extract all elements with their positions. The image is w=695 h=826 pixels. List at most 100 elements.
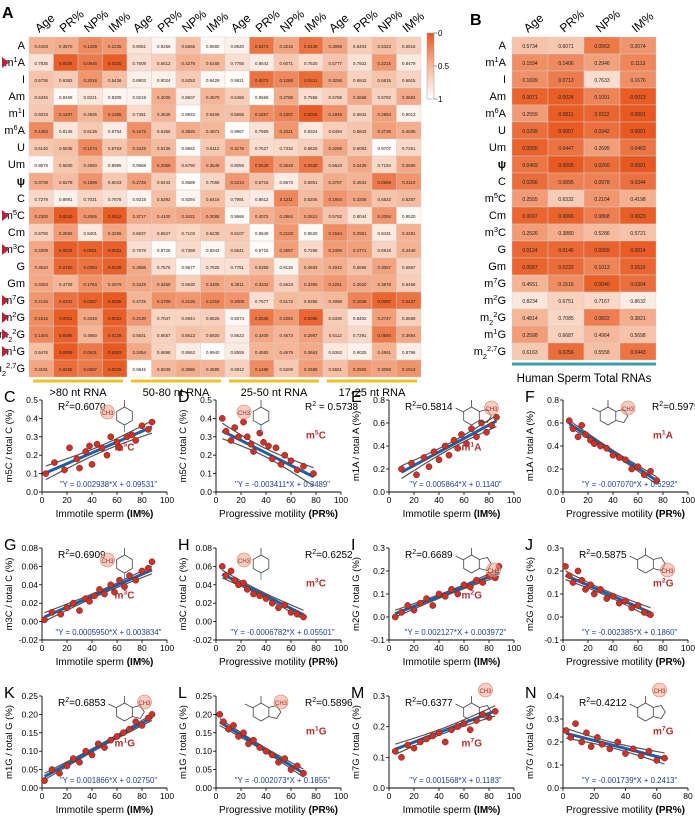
heat-cell-value: 0.8221 [84, 95, 98, 100]
x-tick-label: 60 [112, 495, 122, 505]
heat-cell-value: 0.0211 [304, 78, 318, 83]
heat-cell-value: 0.0005 [558, 163, 574, 169]
heat-cell-value: 0.6494 [329, 129, 343, 134]
heat-cell-value: 0.4035 [402, 129, 416, 134]
data-point [275, 758, 282, 766]
x-tick-label: 40 [608, 495, 618, 505]
methyl-highlight-icon [100, 552, 115, 568]
heat-cell-value: 0.0299 [522, 129, 538, 135]
footer-label: Human Sperm Total RNAs [517, 373, 652, 385]
fit-line [565, 731, 665, 760]
heat-cell-value: 0.3820 [182, 129, 196, 134]
x-axis-label: Immotile sperm (IM%) [56, 805, 154, 816]
y-axis-label: m2G / total G (%) [351, 557, 362, 631]
scatter-panel-h: H 0 20 40 60 80 100 -0.02 0.00 0.02 0.04 0.06 0.08 m3… [178, 537, 353, 668]
data-point [277, 461, 285, 468]
y-tick-label: 0.0 [373, 487, 385, 497]
col-header: NP% [375, 7, 405, 36]
heat-cell-value: 0.2747 [378, 316, 392, 321]
data-point [138, 722, 146, 729]
heat-cell-value: 0.4582 [255, 350, 269, 355]
nucleobase-structure-icon: CH3 [629, 682, 667, 722]
heat-cell-value: 0.0055 [522, 146, 538, 152]
data-point [222, 427, 230, 435]
y-tick-label: 0.00 [21, 783, 38, 793]
data-point [483, 428, 490, 436]
heat-cell-value: 0.1516 [558, 282, 574, 288]
heat-cell-value: 0.2146 [35, 299, 49, 304]
row-label: G [497, 244, 506, 256]
data-point [413, 471, 420, 479]
heat-cell-value: 0.0013 [630, 95, 646, 101]
heat-cell-value: 0.3886 [182, 367, 196, 372]
data-point [240, 579, 247, 587]
r2-label: R2=0.6689 [405, 549, 453, 561]
data-point [594, 734, 601, 741]
heat-cell-value: 0.6404 [353, 44, 367, 49]
y-axis-label: m3C / total C (%) [178, 558, 189, 631]
heat-cell-value: 0.2526 [522, 231, 538, 237]
heat-cell-value: 0.1049 [353, 299, 367, 304]
heat-cell-value: 0.7633 [594, 78, 610, 84]
x-axis-label: Progressive motility (PR%) [219, 805, 338, 816]
heat-cell-value: 0.3425 [133, 146, 147, 151]
heat-cell-value: 0.9662 [182, 146, 196, 151]
heat-cell-value: 0.8362 [329, 350, 343, 355]
heat-cell-value: 0.0098 [304, 316, 318, 321]
heat-cell-value: 0.3215 [280, 44, 294, 49]
data-point [587, 581, 594, 589]
data-point [622, 750, 629, 757]
heat-cell-value: 0.4570 [206, 95, 220, 100]
x-tick-label: 60 [112, 643, 122, 653]
heat-cell-value: 0.3821 [630, 316, 646, 322]
heat-cell-value: 0.7922 [353, 61, 367, 66]
modification-label: m1G [306, 726, 327, 738]
x-tick-label: 80 [137, 643, 147, 653]
y-axis-label: m5C / total C (%) [4, 410, 15, 483]
heat-cell-value: 0.3666 [353, 95, 367, 100]
col-header: IM% [302, 9, 330, 35]
x-tick-label: 20 [62, 495, 72, 505]
heat-cell-value: 0.2253 [280, 316, 294, 321]
heat-cell-value: 0.3206 [353, 197, 367, 202]
heat-cell-value: 0.6918 [378, 248, 392, 253]
methyl-highlight-icon [478, 682, 493, 698]
heat-cell-value: 0.9689 [182, 180, 196, 185]
x-tick-label: 80 [311, 495, 321, 505]
heat-cell-value: 0.9429 [206, 78, 220, 83]
r2-label: R2=0.6252 [305, 549, 353, 561]
data-point [423, 735, 430, 743]
x-tick-label: 20 [409, 643, 419, 653]
col-header: Age [32, 11, 58, 36]
ci-upper-line [221, 422, 314, 469]
data-point [243, 586, 251, 593]
nucleobase-structure-icon: CH3 [629, 548, 675, 578]
heat-cell-value: 0.6136 [84, 129, 98, 134]
heat-cell [396, 359, 422, 378]
y-tick-label: 0.02 [21, 598, 38, 608]
heat-cell-value: 0.2812 [304, 214, 318, 219]
y-tick-label: 0.3 [26, 432, 38, 442]
col-header: Age [521, 11, 547, 36]
heat-cell-value: 0.1898 [84, 180, 98, 185]
heat-cell-value: 0.6033 [35, 112, 49, 117]
heat-cell-value: 0.0822 [594, 316, 610, 322]
y-tick-label: 0.20 [195, 709, 212, 719]
heat-cell-value: 0.7826 [206, 265, 220, 270]
heat-cell-value: 0.6898 [157, 350, 171, 355]
heat-cell-value: 0.0031 [108, 248, 122, 253]
heat-cell-value: 0.1488 [255, 367, 269, 372]
nucleobase-structure-icon: CH3 [455, 682, 493, 722]
heat-cell-value: 0.9666 [231, 214, 245, 219]
regression-equation: "Y = 0.005864*X + 0.1140" [409, 480, 502, 489]
heat-cell-value: 0.9024 [157, 78, 171, 83]
r2-label: R2=0.5875 [579, 549, 627, 561]
heat-cell-value: 0.3520 [35, 265, 49, 270]
y-tick-label: 0.04 [195, 580, 212, 590]
heat-cell-value: 0.6788 [329, 95, 343, 100]
data-point [235, 433, 242, 441]
y-tick-label: 0.3 [373, 543, 385, 553]
heat-cell-value: 0.1764 [84, 282, 98, 287]
x-tick-label: 40 [261, 791, 271, 801]
x-axis-label: Progressive motility (PR%) [566, 509, 685, 520]
